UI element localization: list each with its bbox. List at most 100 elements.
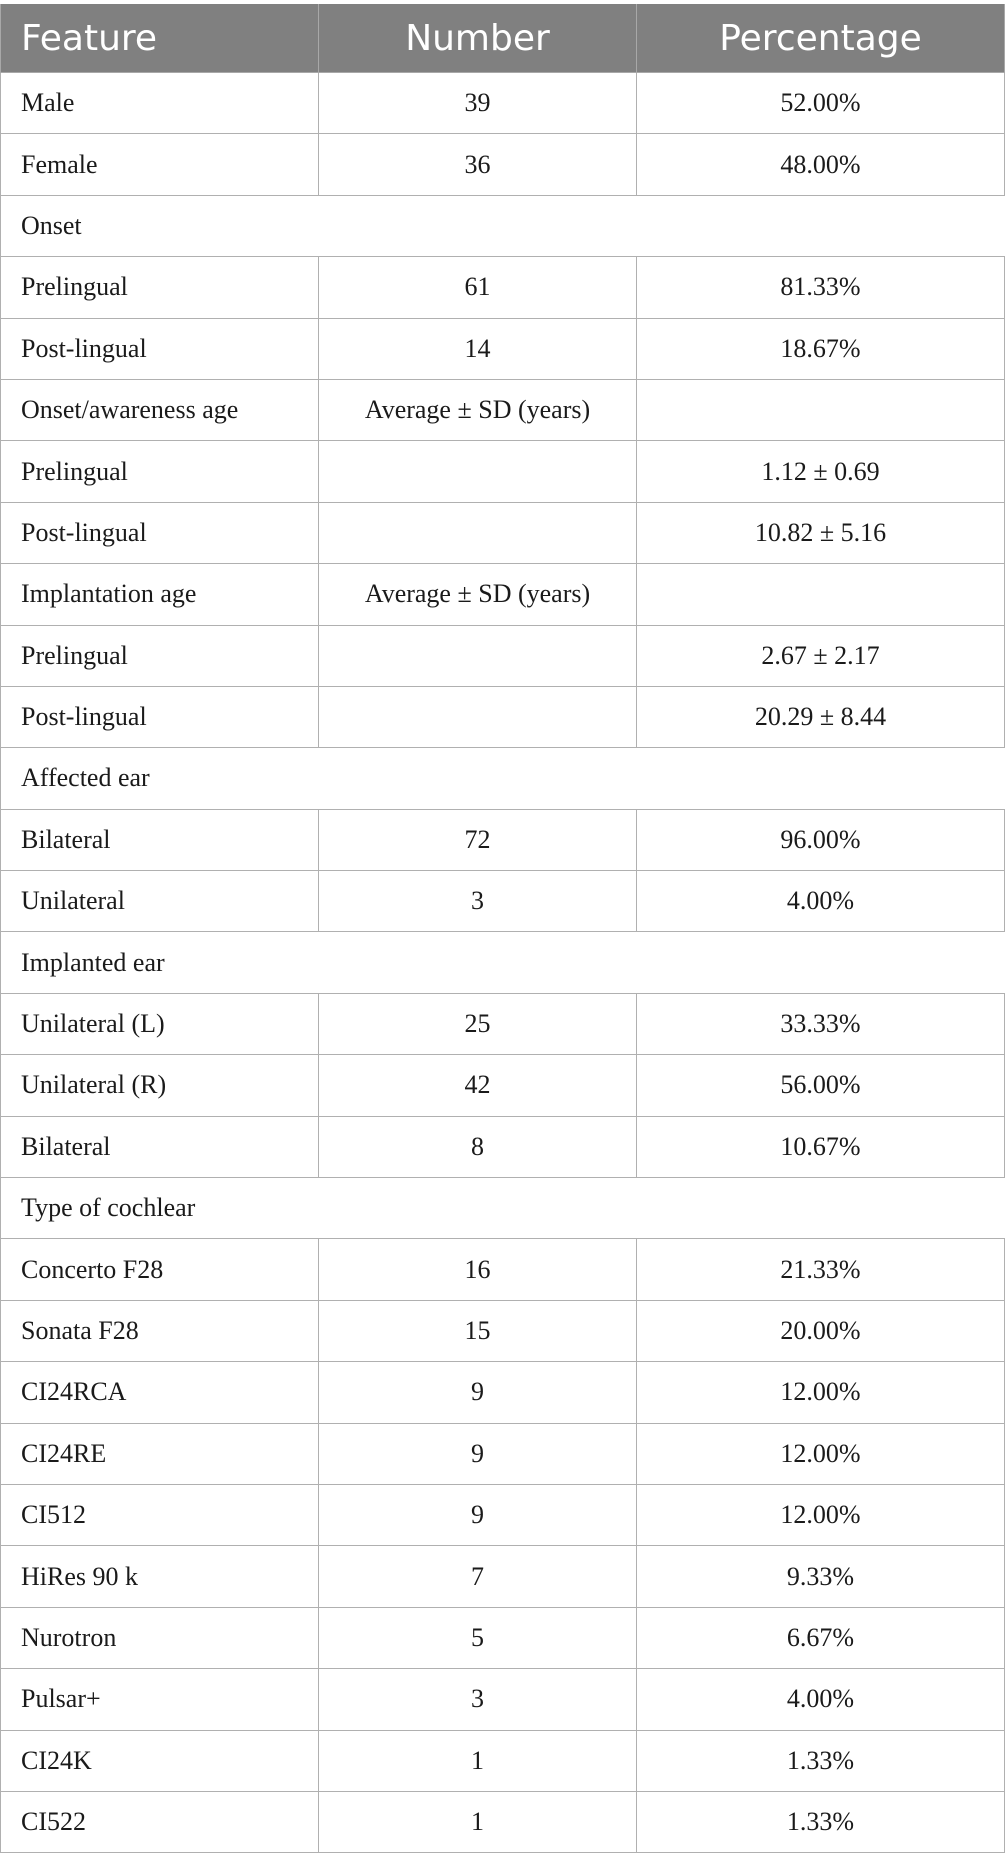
percentage-cell: 12.00% bbox=[636, 1422, 1005, 1485]
percentage-cell: 2.67 ± 2.17 bbox=[636, 624, 1005, 687]
percentage-cell: 20.29 ± 8.44 bbox=[636, 685, 1005, 749]
percentage-cell: 9.33% bbox=[636, 1545, 1005, 1608]
header-percentage: Percentage bbox=[636, 4, 1005, 73]
table-row: CI512 9 12.00% bbox=[0, 1483, 1005, 1547]
percentage-cell: 21.33% bbox=[636, 1238, 1005, 1301]
percentage-cell: 1.33% bbox=[636, 1790, 1005, 1854]
number-cell: 5 bbox=[318, 1606, 637, 1670]
section-label: Onset bbox=[0, 194, 1005, 258]
feature-cell: Onset/awareness age bbox=[0, 378, 319, 442]
feature-cell: Nurotron bbox=[0, 1606, 319, 1670]
table-row: CI24RE 9 12.00% bbox=[0, 1422, 1005, 1485]
table-header: Feature Number Percentage bbox=[0, 4, 1005, 73]
feature-cell: HiRes 90 k bbox=[0, 1545, 319, 1608]
table-row: Prelingual 2.67 ± 2.17 bbox=[0, 624, 1005, 687]
header-number: Number bbox=[318, 4, 637, 73]
number-cell: 15 bbox=[318, 1299, 637, 1363]
number-cell: 36 bbox=[318, 133, 637, 196]
feature-cell: Post-lingual bbox=[0, 501, 319, 565]
number-cell bbox=[318, 501, 637, 565]
feature-cell: CI24K bbox=[0, 1729, 319, 1792]
table-row: Bilateral 72 96.00% bbox=[0, 808, 1005, 872]
table-row: Bilateral 8 10.67% bbox=[0, 1115, 1005, 1179]
feature-cell: CI512 bbox=[0, 1483, 319, 1547]
number-cell: Average ± SD (years) bbox=[318, 563, 637, 626]
percentage-cell: 18.67% bbox=[636, 317, 1005, 380]
table-row: Implantation age Average ± SD (years) bbox=[0, 563, 1005, 626]
percentage-cell: 10.82 ± 5.16 bbox=[636, 501, 1005, 565]
number-cell: 42 bbox=[318, 1054, 637, 1117]
percentage-cell bbox=[636, 378, 1005, 442]
percentage-cell: 96.00% bbox=[636, 808, 1005, 872]
section-row: Onset bbox=[0, 194, 1005, 258]
number-cell: Average ± SD (years) bbox=[318, 378, 637, 442]
percentage-cell: 20.00% bbox=[636, 1299, 1005, 1363]
percentage-cell: 10.67% bbox=[636, 1115, 1005, 1179]
number-cell: 61 bbox=[318, 256, 637, 319]
number-cell bbox=[318, 440, 637, 503]
table-row: CI24RCA 9 12.00% bbox=[0, 1361, 1005, 1424]
table-row: CI24K 1 1.33% bbox=[0, 1729, 1005, 1792]
table-row: Onset/awareness age Average ± SD (years) bbox=[0, 378, 1005, 442]
table-row: Prelingual 1.12 ± 0.69 bbox=[0, 440, 1005, 503]
demographics-table: Feature Number Percentage Male 39 52.00% Fe… bbox=[0, 4, 1005, 1854]
table-row: Prelingual 61 81.33% bbox=[0, 256, 1005, 319]
percentage-cell: 56.00% bbox=[636, 1054, 1005, 1117]
section-label: Affected ear bbox=[0, 747, 1005, 810]
header-feature: Feature bbox=[0, 4, 319, 73]
feature-cell: Unilateral bbox=[0, 870, 319, 933]
percentage-cell: 4.00% bbox=[636, 870, 1005, 933]
section-row: Affected ear bbox=[0, 747, 1005, 810]
percentage-cell: 12.00% bbox=[636, 1483, 1005, 1547]
feature-cell: CI522 bbox=[0, 1790, 319, 1854]
table-row: Post-lingual 14 18.67% bbox=[0, 317, 1005, 380]
percentage-cell: 1.12 ± 0.69 bbox=[636, 440, 1005, 503]
number-cell: 3 bbox=[318, 1668, 637, 1731]
feature-cell: Prelingual bbox=[0, 440, 319, 503]
number-cell: 39 bbox=[318, 71, 637, 135]
feature-cell: Implantation age bbox=[0, 563, 319, 626]
table-row: CI522 1 1.33% bbox=[0, 1790, 1005, 1854]
table-row: Unilateral 3 4.00% bbox=[0, 870, 1005, 933]
table-row: Nurotron 5 6.67% bbox=[0, 1606, 1005, 1670]
percentage-cell bbox=[636, 563, 1005, 626]
feature-cell: Bilateral bbox=[0, 1115, 319, 1179]
number-cell: 1 bbox=[318, 1790, 637, 1854]
feature-cell: Unilateral (L) bbox=[0, 992, 319, 1056]
table-row: Sonata F28 15 20.00% bbox=[0, 1299, 1005, 1363]
feature-cell: Pulsar+ bbox=[0, 1668, 319, 1731]
table-body: Male 39 52.00% Female 36 48.00% Onset Prelingua… bbox=[0, 71, 1005, 1854]
table-row: Male 39 52.00% bbox=[0, 71, 1005, 135]
number-cell: 14 bbox=[318, 317, 637, 380]
number-cell: 72 bbox=[318, 808, 637, 872]
number-cell bbox=[318, 624, 637, 687]
demographics-table-container: Feature Number Percentage Male 39 52.00% Fe… bbox=[0, 4, 1005, 1854]
number-cell: 9 bbox=[318, 1361, 637, 1424]
number-cell: 9 bbox=[318, 1483, 637, 1547]
number-cell bbox=[318, 685, 637, 749]
number-cell: 16 bbox=[318, 1238, 637, 1301]
section-row: Implanted ear bbox=[0, 931, 1005, 994]
feature-cell: Male bbox=[0, 71, 319, 135]
section-row: Type of cochlear bbox=[0, 1177, 1005, 1240]
table-row: Post-lingual 20.29 ± 8.44 bbox=[0, 685, 1005, 749]
feature-cell: CI24RCA bbox=[0, 1361, 319, 1424]
percentage-cell: 12.00% bbox=[636, 1361, 1005, 1424]
percentage-cell: 33.33% bbox=[636, 992, 1005, 1056]
table-row: HiRes 90 k 7 9.33% bbox=[0, 1545, 1005, 1608]
table-row: Concerto F28 16 21.33% bbox=[0, 1238, 1005, 1301]
table-row: Unilateral (L) 25 33.33% bbox=[0, 992, 1005, 1056]
feature-cell: Post-lingual bbox=[0, 685, 319, 749]
feature-cell: Concerto F28 bbox=[0, 1238, 319, 1301]
table-row: Female 36 48.00% bbox=[0, 133, 1005, 196]
feature-cell: Unilateral (R) bbox=[0, 1054, 319, 1117]
number-cell: 25 bbox=[318, 992, 637, 1056]
feature-cell: Sonata F28 bbox=[0, 1299, 319, 1363]
table-row: Unilateral (R) 42 56.00% bbox=[0, 1054, 1005, 1117]
feature-cell: Prelingual bbox=[0, 624, 319, 687]
percentage-cell: 1.33% bbox=[636, 1729, 1005, 1792]
percentage-cell: 48.00% bbox=[636, 133, 1005, 196]
feature-cell: Female bbox=[0, 133, 319, 196]
number-cell: 3 bbox=[318, 870, 637, 933]
feature-cell: Bilateral bbox=[0, 808, 319, 872]
